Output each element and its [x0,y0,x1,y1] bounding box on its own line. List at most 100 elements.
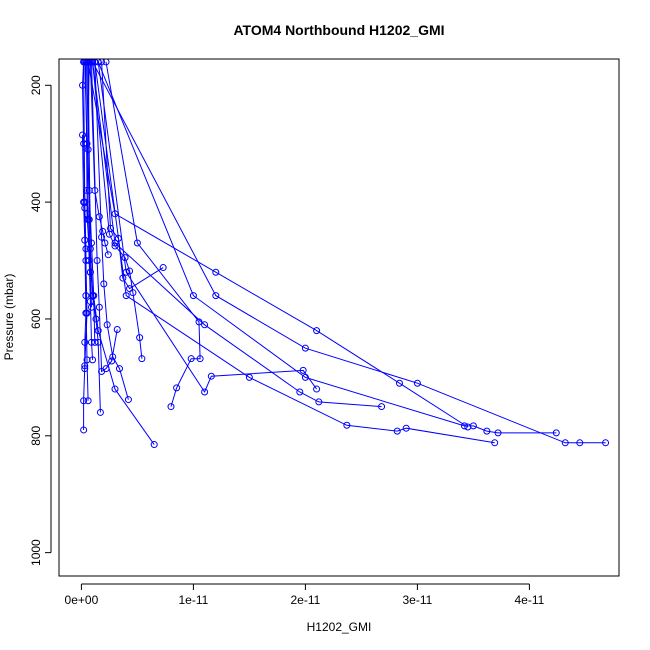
data-point [602,439,610,447]
data-point [84,397,92,405]
data-point [313,327,321,335]
data-point [104,251,112,259]
series-line [91,61,118,373]
data-point [98,59,106,66]
data-point [187,355,195,363]
data-point [561,439,569,447]
series-line [86,61,92,308]
data-point [124,396,132,404]
data-point [150,441,158,449]
data-point [91,186,99,194]
x-tick-label: 0e+00 [65,593,99,607]
series-line [92,61,382,408]
data-point [115,365,123,373]
data-point [94,338,102,346]
y-tick-label: 400 [29,192,43,212]
data-point [576,439,584,447]
data-point [81,338,89,346]
y-axis: 200 400 600 800 1000 [29,75,52,566]
data-point [81,204,89,212]
data-point [552,429,560,437]
series-line [82,134,87,369]
data-point [138,355,146,363]
series-line [94,61,129,400]
data-point [159,264,167,272]
data-point [122,268,130,276]
plot-frame [58,58,620,577]
data-point [245,373,253,381]
data-point [133,239,141,247]
series-line [89,61,109,255]
data-point [212,292,220,300]
data-point [483,427,491,435]
data-point [195,318,203,326]
series-line [97,61,557,434]
data-point [108,357,116,365]
data-point [81,236,89,244]
data-point [460,422,468,430]
data-point [494,429,502,437]
data-point [126,285,134,293]
x-axis-label: H1202_GMI [307,620,372,634]
chart-title: ATOM4 Northbound H1202_GMI [233,22,444,38]
data-point [189,292,197,300]
data-point [343,421,351,429]
data-point [87,239,95,247]
x-tick-label: 3e-11 [402,593,432,607]
data-point [99,227,107,235]
data-point [103,321,111,329]
x-tick-label: 1e-11 [178,593,208,607]
data-point [296,388,304,396]
data-point [86,268,94,276]
data-point [98,368,106,376]
data-point [85,216,93,224]
data-point [402,424,410,432]
data-point [82,292,90,300]
data-point [95,303,103,311]
data-point [395,379,403,387]
data-point [111,385,119,393]
data-point [136,334,144,342]
data-point [491,439,499,447]
data-point [79,131,87,139]
series-line [94,61,495,444]
y-tick-label: 800 [29,425,43,445]
data-point [102,59,110,66]
data-point [122,292,130,300]
data-point [212,268,220,276]
data-point [207,372,215,380]
y-axis-label: Pressure (mbar) [2,274,16,361]
data-point [126,267,134,275]
data-point [413,379,421,387]
data-point [87,303,95,311]
data-point [107,224,115,232]
data-point [315,398,323,406]
data-point [201,321,209,329]
data-point [80,397,88,405]
data-point [121,254,129,262]
data-point [201,388,209,396]
x-tick-label: 4e-11 [514,593,544,607]
data-point [111,242,119,250]
data-point [82,245,90,253]
y-tick-label: 600 [29,309,43,329]
series-line [92,61,606,444]
data-point [114,234,122,242]
data-point [299,366,307,374]
y-tick-label: 200 [29,75,43,95]
data-point [173,384,181,392]
data-point [95,213,103,221]
data-point [93,257,101,265]
data-point [92,315,100,323]
data-point [80,426,88,434]
data-point [119,274,127,282]
y-tick-label: 1000 [29,539,43,566]
data-point [196,355,204,363]
data-point [313,385,321,393]
data-point [378,403,386,411]
data-point [83,59,91,66]
data-point [113,325,121,333]
series-line [101,61,164,290]
